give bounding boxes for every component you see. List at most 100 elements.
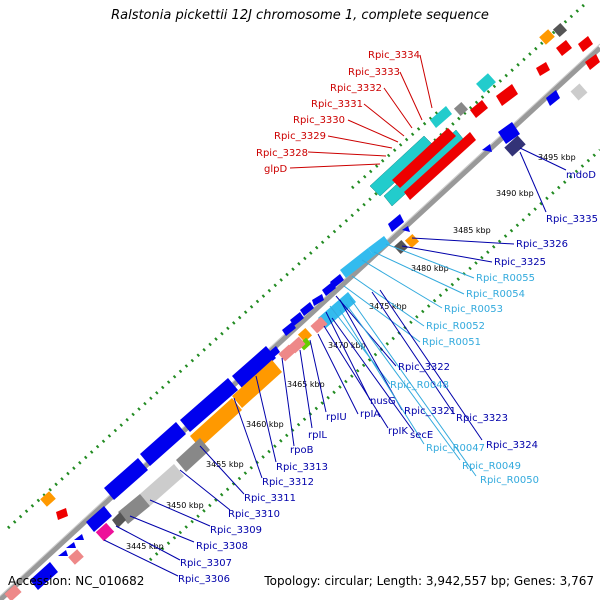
leader-line (255, 375, 277, 463)
leader-line (361, 259, 443, 309)
leader-line (399, 71, 423, 121)
gene-feature (470, 100, 488, 118)
gene-feature (180, 378, 238, 432)
leader-line (411, 237, 515, 245)
gene-label-rpiu: rpIU (326, 412, 347, 423)
leader-line (383, 87, 413, 129)
gene-feature (368, 236, 390, 256)
leader-line (331, 317, 415, 433)
gene-feature (392, 128, 456, 188)
gene-features (4, 22, 600, 600)
leader-line (345, 303, 461, 461)
gene-feature (404, 233, 420, 249)
gene-feature (282, 322, 296, 336)
leader-line (149, 499, 211, 527)
gene-label-rpic-3310: Rpic_3310 (228, 509, 280, 520)
gene-feature (402, 226, 410, 232)
leader-line (349, 297, 477, 477)
gene-label-glpd: glpD (264, 164, 287, 175)
gene-feature (40, 491, 56, 507)
leader-line (179, 469, 231, 511)
gene-feature (453, 101, 469, 117)
gene-label-rpic-r0051: Rpic_R0051 (422, 337, 481, 348)
gene-label-rpic-3324: Rpic_3324 (486, 440, 538, 451)
gene-label-rpob: rpoB (290, 445, 314, 456)
leader-line (339, 309, 425, 445)
gene-label-rpic-3332: Rpic_3332 (330, 83, 382, 94)
gene-feature (570, 83, 588, 101)
leader-line (519, 147, 567, 171)
leader-line (129, 515, 195, 543)
gene-label-sece: secE (410, 430, 433, 441)
gene-feature (536, 62, 550, 76)
gene-feature (4, 584, 22, 600)
leader-line (385, 243, 475, 279)
gene-feature (232, 360, 282, 408)
gene-feature (340, 248, 374, 278)
kbp-label: 3465 kbp (287, 380, 325, 389)
gene-feature (176, 438, 210, 472)
gene-feature (66, 542, 76, 548)
accession-label: Accession: NC_010682 (8, 574, 145, 588)
leader-line (233, 397, 263, 479)
gene-feature (140, 464, 184, 506)
gene-feature (118, 494, 150, 524)
kbp-label: 3490 kbp (496, 189, 534, 198)
leader-line (323, 325, 389, 429)
leader-line (317, 333, 359, 415)
red-gene-labels: Rpic_3334 Rpic_3333 Rpic_3332 Rpic_3331 … (256, 50, 433, 175)
gene-label-rpic-r0049: Rpic_R0049 (462, 461, 521, 472)
kbp-label: 3480 kbp (411, 264, 449, 273)
gene-feature (95, 522, 115, 542)
kbp-labels: 3445 kbp 3450 kbp 3455 kbp 3460 kbp 3465… (126, 153, 576, 551)
kbp-label: 3475 kbp (369, 302, 407, 311)
leader-line (103, 539, 179, 577)
leader-line (299, 349, 313, 429)
gene-feature (190, 398, 242, 448)
gene-feature (552, 22, 568, 38)
gene-feature (30, 562, 58, 590)
gene-feature (578, 36, 593, 52)
gene-feature (504, 135, 526, 157)
gene-feature (297, 327, 313, 343)
leader-line (115, 525, 181, 561)
outer-tick-row-2 (351, 108, 441, 190)
gene-label-rpic-r0047: Rpic_R0047 (426, 443, 485, 454)
gene-label-rpic-r0053: Rpic_R0053 (444, 304, 503, 315)
kbp-label: 3450 kbp (166, 501, 204, 510)
gene-label-rpic-3322: Rpic_3322 (398, 362, 450, 373)
gene-feature (232, 346, 276, 388)
gene-feature (290, 312, 304, 326)
gene-label-rpic-3331: Rpic_3331 (311, 99, 363, 110)
gene-feature (318, 292, 356, 328)
gene-label-rpic-r0052: Rpic_R0052 (426, 321, 485, 332)
gene-label-rpic-3312: Rpic_3312 (262, 477, 314, 488)
gene-feature (482, 144, 492, 152)
gene-feature (300, 302, 314, 316)
kbp-label: 3445 kbp (126, 542, 164, 551)
gene-feature (104, 458, 148, 500)
leader-line (327, 135, 393, 149)
gene-label-rpic-3323: Rpic_3323 (456, 413, 508, 424)
gene-feature (310, 316, 328, 334)
kbp-label: 3455 kbp (206, 460, 244, 469)
inner-tick-row (148, 148, 600, 562)
gene-label-rpic-3335: Rpic_3335 (546, 214, 598, 225)
gene-feature (312, 294, 324, 306)
gene-label-rpic-3311: Rpic_3311 (244, 493, 296, 504)
gene-label-rpic-r0048: Rpic_R0048 (390, 380, 449, 391)
topology-summary: Topology: circular; Length: 3,942,557 bp… (264, 574, 594, 588)
gene-label-rpic-3309: Rpic_3309 (210, 525, 262, 536)
kbp-label: 3485 kbp (453, 226, 491, 235)
gene-label-rpic-3333: Rpic_3333 (348, 67, 400, 78)
gene-label-rpic-3330: Rpic_3330 (293, 115, 345, 126)
outer-tick-row (6, 2, 587, 530)
gene-label-rpic-3321: Rpic_3321 (404, 406, 456, 417)
gene-label-rpic-3325: Rpic_3325 (494, 257, 546, 268)
gene-label-rpil: rpIL (308, 430, 327, 441)
gene-label-rpic-3308: Rpic_3308 (196, 541, 248, 552)
leader-line (199, 445, 245, 495)
gene-label-rpic-3307: Rpic_3307 (180, 558, 232, 569)
chromosome-backbone (0, 46, 600, 600)
